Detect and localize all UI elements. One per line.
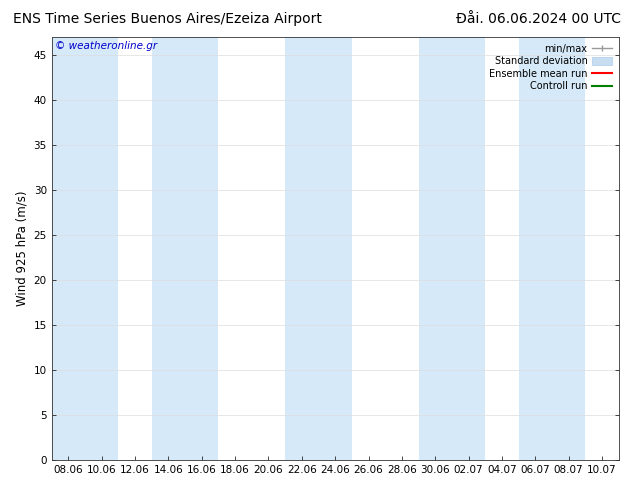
- Bar: [418, 37, 485, 460]
- Y-axis label: Wind 925 hPa (m/s): Wind 925 hPa (m/s): [15, 191, 28, 306]
- Bar: [285, 37, 352, 460]
- Text: © weatheronline.gr: © weatheronline.gr: [55, 41, 157, 51]
- Text: ENS Time Series Buenos Aires/Ezeiza Airport: ENS Time Series Buenos Aires/Ezeiza Airp…: [13, 12, 321, 26]
- Bar: [51, 37, 119, 460]
- Title: ENS Time Series Buenos Aires/Ezeiza Airport        Đåi. 06.06.2024 00 UTC: ENS Time Series Buenos Aires/Ezeiza Airp…: [0, 489, 1, 490]
- Bar: [519, 37, 585, 460]
- Bar: [152, 37, 219, 460]
- Legend: min/max, Standard deviation, Ensemble mean run, Controll run: min/max, Standard deviation, Ensemble me…: [487, 42, 614, 93]
- Text: Đåi. 06.06.2024 00 UTC: Đåi. 06.06.2024 00 UTC: [456, 12, 621, 26]
